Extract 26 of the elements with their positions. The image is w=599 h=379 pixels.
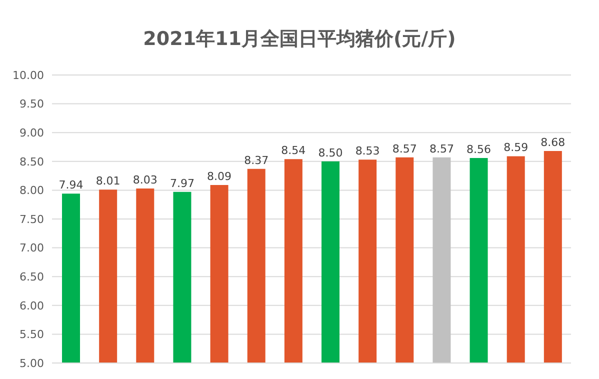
- data-label: 8.59: [504, 141, 528, 154]
- data-label: 8.09: [207, 170, 232, 184]
- y-tick-label: 8.50: [20, 155, 44, 168]
- y-tick-label: 6.00: [20, 299, 44, 312]
- y-tick-label: 5.50: [20, 328, 44, 342]
- chart-title: 2021年11月全国日平均猪价(元/斤): [142, 27, 457, 52]
- data-label: 8.37: [244, 154, 269, 167]
- y-tick-label: 6.50: [20, 270, 44, 284]
- data-label: 8.57: [429, 142, 454, 156]
- y-tick-label: 9.00: [20, 126, 44, 140]
- data-label: 8.03: [132, 173, 158, 186]
- data-label: 8.53: [355, 144, 380, 158]
- data-label: 8.57: [392, 142, 417, 156]
- data-label: 8.50: [318, 146, 343, 160]
- data-label: 8.01: [96, 174, 120, 188]
- y-tick-label: 7.50: [20, 212, 44, 226]
- data-label: 7.97: [170, 176, 194, 190]
- y-tick-label: 10.00: [12, 68, 44, 82]
- y-tick-label: 7.00: [20, 242, 44, 255]
- data-label: 8.56: [466, 142, 492, 156]
- y-tick-label: 5.00: [20, 356, 44, 370]
- data-label: 8.54: [281, 144, 306, 158]
- data-label: 7.94: [58, 178, 84, 192]
- data-label: 8.68: [540, 136, 566, 150]
- y-tick-label: 8.00: [20, 184, 44, 198]
- y-tick-label: 9.50: [20, 98, 44, 111]
